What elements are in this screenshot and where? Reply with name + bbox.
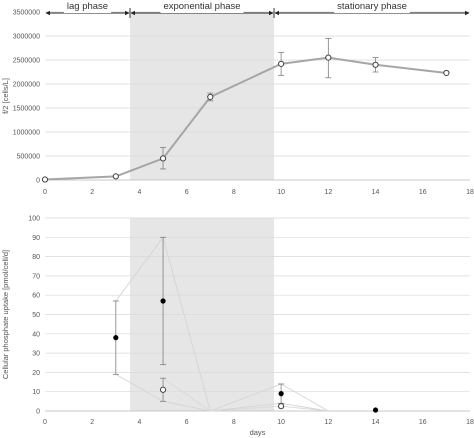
series-line: [44, 56, 447, 181]
data-point: [278, 403, 285, 410]
x-tick-label: 4: [137, 189, 141, 196]
x-tick-label: 16: [419, 419, 427, 426]
phase-label-background: [63, 0, 112, 13]
y-tick-label: 500000: [17, 154, 40, 161]
phase-label-background: [160, 0, 244, 13]
shaded-region: [130, 12, 275, 180]
x-tick-label: 10: [277, 189, 285, 196]
x-tick-label: 8: [232, 419, 236, 426]
x-tick-label: 2: [90, 189, 94, 196]
y-axis-title: Cellular phosphate uptake [pmol/cell/d]: [1, 250, 10, 379]
envelope-line: [162, 377, 329, 412]
x-tick-label: 6: [185, 189, 189, 196]
phase-label: lag phase: [67, 1, 108, 12]
y-tick-label: 20: [32, 370, 40, 377]
x-tick-label: 12: [324, 419, 332, 426]
data-point: [159, 386, 167, 393]
y-tick-label: 0: [36, 178, 40, 185]
data-point: [325, 54, 332, 61]
data-point: [41, 176, 49, 183]
y-tick-label: 100: [28, 216, 40, 223]
data-point: [372, 61, 379, 68]
y-tick-label: 3500000: [13, 10, 40, 17]
y-axis-title: f/2 [cells/L]: [1, 78, 10, 114]
data-point: [278, 60, 285, 67]
phase-label-background: [334, 0, 410, 13]
y-tick-label: 90: [32, 235, 40, 242]
y-tick-label: 60: [32, 293, 40, 300]
y-tick-label: 2000000: [13, 82, 40, 89]
x-tick-label: 2: [90, 419, 94, 426]
phosphate-uptake-chart: 0 10 20 30 40 50 60 70 80 90 100 0 2 4 6 8 10 12 14 16 18 Cel…: [1, 216, 474, 438]
x-tick-label: 16: [419, 189, 427, 196]
x-tick-label: 4: [137, 419, 141, 426]
x-tick-label: 6: [185, 419, 189, 426]
data-point: [159, 155, 167, 162]
data-point: [278, 391, 284, 397]
y-tick-label: 50: [32, 312, 40, 319]
y-tick-label: 10: [32, 389, 40, 396]
x-tick-label: 14: [372, 189, 380, 196]
phase-label: stationary phase: [337, 1, 407, 12]
y-tick-label: 80: [32, 254, 40, 261]
x-tick-label: 0: [43, 419, 47, 426]
phase-label: exponential phase: [163, 1, 240, 12]
data-point: [372, 407, 379, 413]
y-tick-label: 1000000: [13, 130, 40, 137]
x-tick-label: 0: [43, 189, 47, 196]
x-tick-label: 18: [466, 189, 474, 196]
data-point: [443, 69, 450, 77]
data-point: [160, 298, 166, 304]
data-point: [113, 335, 119, 341]
y-tick-label: 2500000: [13, 58, 40, 65]
growth-curve-chart: 0 500000 1000000 1500000 2000000 2500000 30000…: [1, 0, 474, 196]
y-tick-label: 70: [32, 273, 40, 280]
x-axis-title: days: [250, 428, 266, 437]
data-point: [207, 93, 214, 101]
x-tick-label: 8: [232, 189, 236, 196]
x-tick-label: 18: [466, 419, 474, 426]
x-tick-label: 10: [277, 419, 285, 426]
x-tick-label: 14: [372, 419, 380, 426]
y-tick-label: 40: [32, 331, 40, 338]
x-tick-label: 12: [324, 189, 332, 196]
y-tick-label: 0: [36, 409, 40, 416]
y-tick-label: 3000000: [13, 34, 40, 41]
y-tick-label: 1500000: [13, 106, 40, 113]
data-point: [112, 173, 119, 180]
y-tick-label: 30: [32, 351, 40, 358]
